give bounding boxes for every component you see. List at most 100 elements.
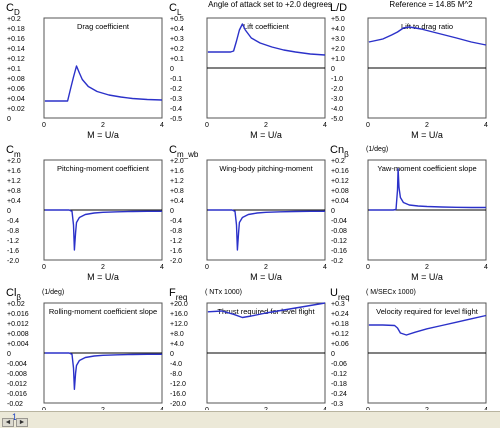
plot-frame bbox=[43, 17, 163, 119]
y-tick-label: +0.06 bbox=[7, 86, 25, 93]
y-tick-label: -4.0 bbox=[331, 106, 343, 113]
y-tick-label: -0.12 bbox=[331, 371, 347, 378]
y-tick-label: +0.004 bbox=[7, 341, 29, 348]
y-tick-label: +0.18 bbox=[7, 26, 25, 33]
y-symbol-subscript: req bbox=[176, 293, 188, 302]
y-tick-label: +2.0 bbox=[170, 158, 184, 165]
y-tick-label: +1.2 bbox=[170, 178, 184, 185]
y-tick-label: +0.18 bbox=[331, 321, 349, 328]
y-symbol-main: C bbox=[6, 2, 14, 14]
y-tick-label: -0.2 bbox=[170, 86, 182, 93]
x-tick-label: 2 bbox=[425, 122, 429, 129]
chart-panel-6: +0.2 +0.16 +0.12 +0.08 +0.04 0 -0.04 -0.08 -0.12… bbox=[330, 144, 488, 282]
y-tick-label: 0 bbox=[170, 66, 174, 73]
y-tick-label: +1.0 bbox=[331, 56, 345, 63]
y-symbol-subscript: β bbox=[16, 293, 21, 302]
y-symbol-subscript: req bbox=[338, 293, 350, 302]
y-axis-symbol: Freq bbox=[169, 287, 187, 302]
y-axis-symbol: Cm bbox=[6, 144, 21, 159]
y-tick-label: +0.12 bbox=[331, 178, 349, 185]
y-tick-label: -0.12 bbox=[331, 238, 347, 245]
y-tick-label: +5.0 bbox=[331, 16, 345, 23]
chart-title: Lift to drag ratio bbox=[401, 22, 453, 31]
y-tick-label: 0 bbox=[331, 208, 335, 215]
y-symbol-main: U bbox=[330, 287, 338, 299]
chart-panel-7: +0.02 +0.016 +0.012 +0.008 +0.004 0 -0.004 -0.0… bbox=[6, 287, 164, 410]
y-tick-label: +0.3 bbox=[170, 36, 184, 43]
data-curve bbox=[44, 352, 162, 390]
y-tick-label: +8.0 bbox=[170, 331, 184, 338]
y-symbol-main: C bbox=[169, 144, 177, 156]
y-tick-label: +0.14 bbox=[7, 46, 25, 53]
y-tick-label: -1.6 bbox=[7, 248, 19, 255]
data-curve bbox=[368, 314, 487, 336]
chart-panel-4: +2.0 +1.6 +1.2 +0.8 +0.4 0 -0.4 -0.8 -1.2 -1.6 -2.… bbox=[6, 144, 164, 282]
y-tick-label: -0.8 bbox=[170, 228, 182, 235]
x-tick-label: 0 bbox=[42, 407, 46, 410]
x-tick-label: 2 bbox=[264, 122, 268, 129]
y-symbol-subscript: D bbox=[14, 8, 20, 17]
y-tick-label: +12.0 bbox=[170, 321, 188, 328]
x-axis-label: M = U/a bbox=[87, 130, 119, 140]
chart-panel-5: +2.0 +1.6 +1.2 +0.8 +0.4 0 -0.4 -0.8 -1.2 -1.6 -2.… bbox=[169, 144, 327, 282]
y-tick-label: +0.02 bbox=[7, 106, 25, 113]
y-tick-label: +0.04 bbox=[7, 96, 25, 103]
next-page-button[interactable]: ► bbox=[16, 418, 28, 427]
chart-panel-1: +0.2 +0.18 +0.16 +0.14 +0.12 +0.1 +0.08 +0.06 +0… bbox=[6, 2, 164, 140]
x-tick-label: 2 bbox=[264, 407, 268, 410]
x-axis-label: M = U/a bbox=[250, 272, 282, 282]
y-tick-label: +0.12 bbox=[331, 331, 349, 338]
prev-page-button[interactable]: ◄ bbox=[2, 418, 14, 427]
x-tick-label: 0 bbox=[205, 407, 209, 410]
page-number: 1 bbox=[12, 412, 18, 422]
y-tick-label: -12.0 bbox=[170, 381, 186, 388]
y-tick-label: 0 bbox=[7, 351, 11, 358]
y-tick-label: +0.1 bbox=[170, 56, 184, 63]
chart-title: Yaw-moment coefficient slope bbox=[377, 164, 476, 173]
y-tick-label: 0 bbox=[7, 116, 11, 123]
chart-title: Pitching-moment coefficient bbox=[57, 164, 150, 173]
y-tick-label: -1.6 bbox=[170, 248, 182, 255]
data-curve bbox=[368, 168, 486, 211]
y-symbol-main: Cl bbox=[6, 287, 16, 299]
y-tick-label: -0.18 bbox=[331, 381, 347, 388]
data-curve bbox=[44, 65, 163, 102]
x-tick-label: 0 bbox=[205, 122, 209, 129]
y-tick-label: -1.0 bbox=[331, 76, 343, 83]
x-tick-label: 2 bbox=[101, 122, 105, 129]
chart-title: Drag coefficient bbox=[77, 22, 130, 31]
x-tick-label: 0 bbox=[205, 264, 209, 271]
y-axis-symbol: Cm_wb bbox=[169, 144, 199, 159]
y-tick-label: +0.24 bbox=[331, 311, 349, 318]
y-tick-label: -0.06 bbox=[331, 361, 347, 368]
y-tick-label: +4.0 bbox=[170, 341, 184, 348]
y-tick-label: 0 bbox=[331, 66, 335, 73]
x-tick-label: 0 bbox=[42, 264, 46, 271]
y-tick-label: -1.2 bbox=[7, 238, 19, 245]
y-symbol-main: F bbox=[169, 287, 176, 299]
y-tick-label: -20.0 bbox=[170, 401, 186, 408]
y-tick-label: +0.16 bbox=[7, 36, 25, 43]
x-tick-label: 4 bbox=[323, 407, 327, 410]
y-tick-label: 0 bbox=[170, 208, 174, 215]
y-axis-symbol: Cnβ bbox=[330, 144, 349, 159]
x-tick-label: 4 bbox=[160, 407, 164, 410]
y-tick-label: -0.012 bbox=[7, 381, 27, 388]
x-axis-label: M = U/a bbox=[250, 130, 282, 140]
x-tick-label: 4 bbox=[160, 122, 164, 129]
y-tick-label: -0.3 bbox=[331, 401, 343, 408]
y-tick-label: +3.0 bbox=[331, 36, 345, 43]
y-tick-label: -4.0 bbox=[170, 361, 182, 368]
x-tick-label: 2 bbox=[264, 264, 268, 271]
y-tick-label: -0.02 bbox=[7, 401, 23, 408]
y-tick-label: +1.6 bbox=[170, 168, 184, 175]
y-tick-label: -0.4 bbox=[170, 218, 182, 225]
y-tick-label: +0.2 bbox=[331, 158, 345, 165]
y-axis-units: ( M/SECx 1000) bbox=[366, 289, 416, 296]
chart-header: Angle of attack set to +2.0 degrees bbox=[208, 0, 332, 9]
data-curve bbox=[44, 209, 162, 251]
y-tick-label: +0.2 bbox=[170, 46, 184, 53]
y-tick-label: -0.016 bbox=[7, 391, 27, 398]
y-symbol-subscript: m_wb bbox=[177, 150, 199, 159]
y-symbol-main: C bbox=[169, 2, 177, 14]
